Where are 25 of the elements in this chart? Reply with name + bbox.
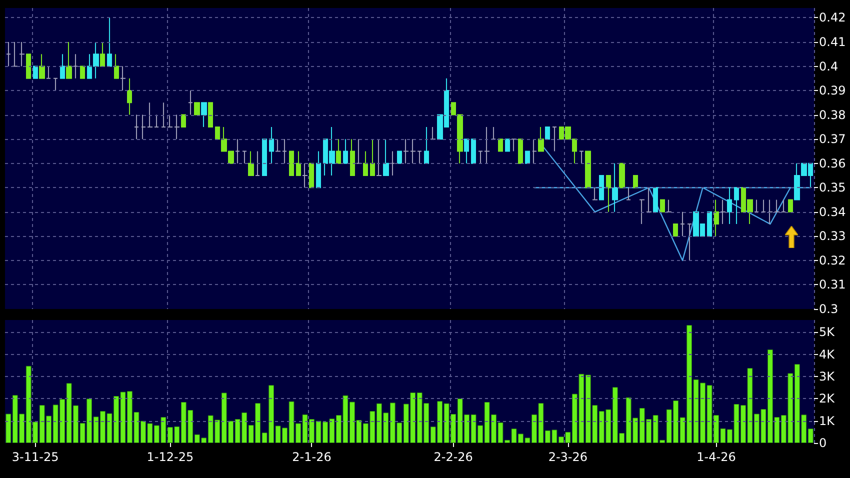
y-tick-label: 0.37 (819, 132, 846, 146)
x-tick-label: 2-3-26 (548, 450, 588, 464)
x-tick-label: 2-2-26 (434, 450, 473, 464)
y-tick-label: 0.36 (819, 156, 846, 170)
y-tick-label: 4K (819, 347, 836, 362)
y-tick-label: 0.33 (819, 229, 846, 244)
y-tick-label: 0.32 (819, 253, 846, 268)
y-tick-label: 3K (819, 370, 836, 384)
y-tick-label: 0.31 (819, 278, 846, 292)
x-tick-label: 1-4-26 (696, 450, 736, 464)
y-tick-label: 0.34 (819, 204, 846, 219)
y-tick-label: 0.39 (819, 84, 846, 98)
y-tick-label: 0.4 (819, 59, 838, 74)
y-tick-label: 0.35 (819, 180, 846, 195)
x-tick-label: 2-1-26 (292, 450, 332, 464)
y-tick-label: 0.3 (819, 302, 838, 316)
x-tick-label: 1-12-25 (146, 450, 194, 464)
y-tick-label: 2K (819, 392, 836, 406)
x-tick-label: 3-11-25 (12, 450, 59, 464)
y-tick-label: 1K (819, 414, 836, 428)
y-tick-label: 0.38 (819, 108, 846, 122)
y-tick-label: 0 (819, 436, 827, 450)
y-tick-label: 0.41 (819, 34, 846, 49)
y-tick-label: 0.42 (819, 10, 846, 25)
y-tick-label: 5K (819, 325, 836, 340)
